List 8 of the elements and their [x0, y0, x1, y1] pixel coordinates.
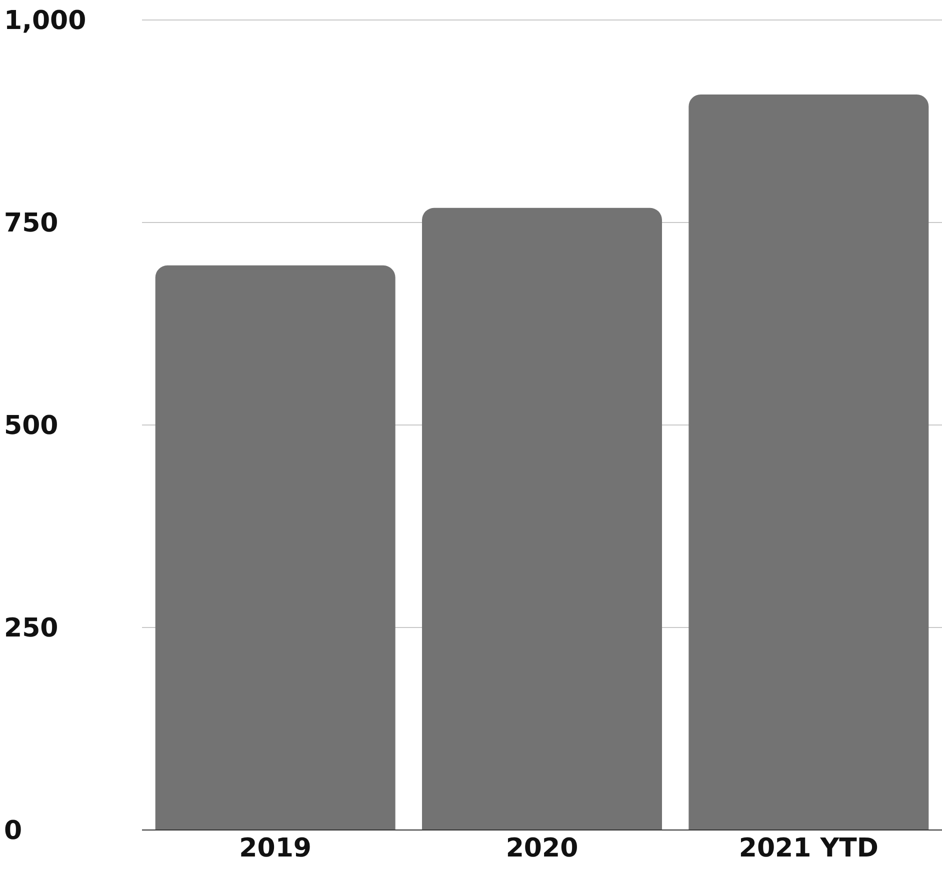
y-tick-label: 500 — [4, 411, 58, 442]
x-tick-label: 2019 — [239, 833, 312, 864]
y-tick-label: 750 — [4, 208, 58, 239]
y-tick-label: 0 — [4, 816, 22, 846]
x-tick-label: 2021 YTD — [738, 833, 878, 864]
y-tick-label: 250 — [4, 614, 58, 644]
y-tick-label: 1,000 — [4, 6, 86, 36]
x-tick-label: 2020 — [506, 833, 578, 864]
